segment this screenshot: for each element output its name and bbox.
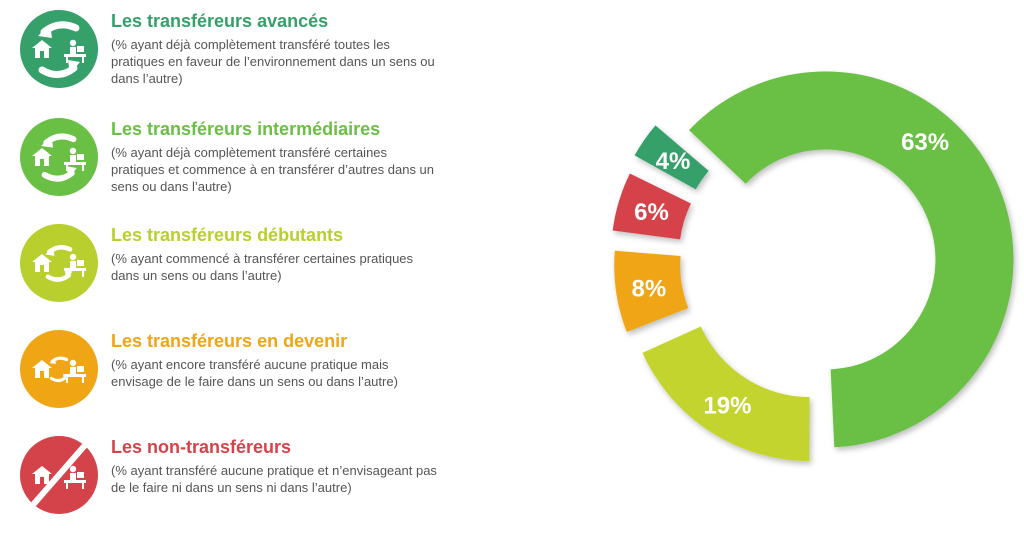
desk-worker-icon (64, 253, 86, 277)
transfer-arrow-icon (41, 133, 77, 148)
legend-item: Les transféreurs intermédiaires (% ayant … (20, 118, 460, 218)
no-transfer-badge-icon (20, 436, 98, 514)
transfer-badge-icon (20, 118, 98, 196)
transfer-arrow-icon (45, 245, 73, 256)
house-icon (32, 466, 52, 484)
legend-text: Les non-transféreurs (% ayant transféré a… (111, 436, 441, 496)
transfer-arrow-icon (45, 270, 73, 282)
legend-description: (% ayant déjà complètement transféré tou… (111, 37, 435, 86)
legend-text: Les transféreurs en devenir (% ayant enco… (111, 330, 441, 390)
legend-description: (% ayant transféré aucune pratique et n’… (111, 463, 437, 495)
transfer-arrow-icon (38, 21, 80, 38)
transfer-arrow-icon (49, 356, 69, 365)
donut-slice (612, 173, 691, 240)
desk-worker-icon (64, 359, 86, 383)
desk-worker-icon (64, 39, 86, 63)
house-icon (32, 148, 52, 166)
donut-slice (689, 71, 1014, 448)
legend-text: Les transféreurs avancés (% ayant déjà co… (111, 10, 441, 87)
slice-label: 19% (703, 393, 751, 420)
legend-text: Les transféreurs débutants (% ayant comme… (111, 224, 441, 284)
slice-label: 4% (656, 148, 691, 175)
transfer-arrow-icon (41, 166, 77, 182)
legend-title: Les transféreurs intermédiaires (111, 119, 381, 139)
donut-chart-svg: 63% 19% 8% 6% 4% (612, 71, 1014, 462)
house-icon (32, 40, 52, 58)
transfer-badge-icon (20, 224, 98, 302)
legend-title: Les transféreurs en devenir (111, 331, 348, 351)
legend-item: Les non-transféreurs (% ayant transféré a… (20, 436, 460, 536)
legend-title: Les non-transféreurs (111, 437, 292, 457)
transfer-badge-icon (20, 330, 98, 408)
legend-item: Les transféreurs avancés (% ayant déjà co… (20, 10, 460, 110)
desk-worker-icon (64, 147, 86, 171)
donut-slice (634, 125, 709, 190)
transfer-arrow-icon (38, 60, 80, 78)
legend-description: (% ayant déjà complètement transféré cer… (111, 145, 435, 194)
house-icon (32, 360, 52, 378)
legend: Les transféreurs avancés (% ayant déjà co… (0, 0, 470, 536)
donut-chart: 63% 19% 8% 6% 4% (520, 0, 1024, 536)
transfer-badge-icon (20, 10, 98, 88)
slash-icon (29, 442, 89, 508)
legend-item: Les transféreurs débutants (% ayant comme… (20, 224, 460, 324)
slice-label: 63% (901, 129, 949, 156)
legend-description: (% ayant commencé à transférer certaines… (111, 251, 414, 283)
legend-title: Les transféreurs avancés (111, 11, 329, 31)
slice-label: 6% (634, 199, 669, 226)
slice-label: 8% (632, 275, 667, 302)
legend-description: (% ayant encore transféré aucune pratiqu… (111, 357, 398, 389)
desk-worker-icon (64, 465, 86, 489)
legend-text: Les transféreurs intermédiaires (% ayant … (111, 118, 441, 195)
donut-slice (642, 326, 810, 462)
legend-item: Les transféreurs en devenir (% ayant enco… (20, 330, 460, 430)
legend-title: Les transféreurs débutants (111, 225, 344, 245)
donut-slice (614, 250, 689, 333)
house-icon (32, 254, 52, 272)
